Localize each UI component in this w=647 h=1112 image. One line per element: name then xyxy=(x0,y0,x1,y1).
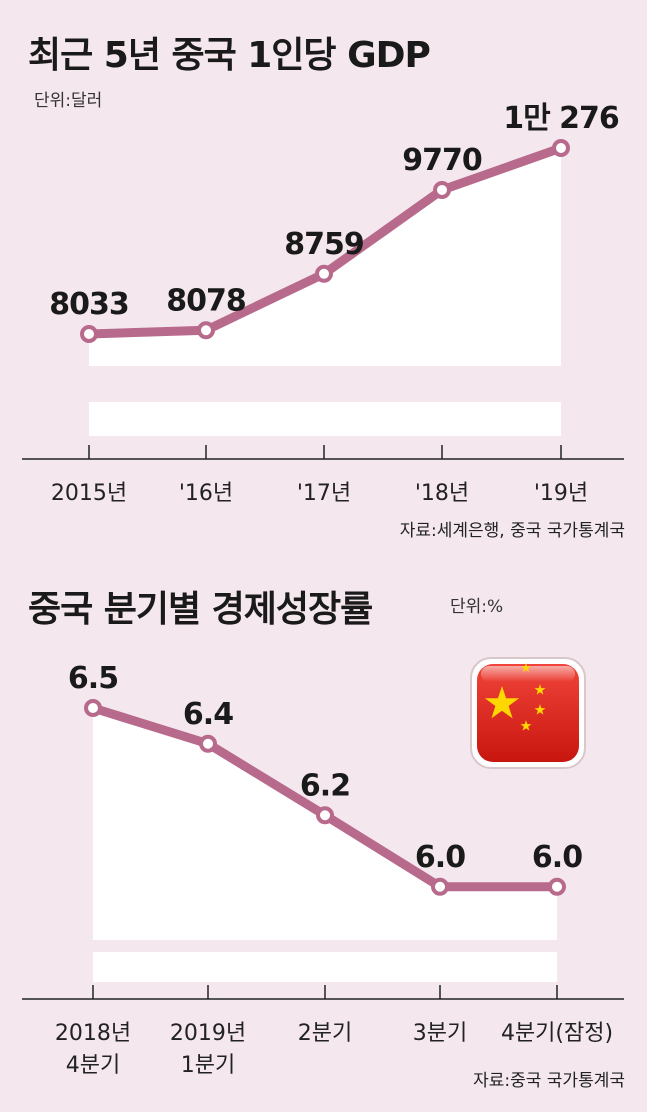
chart1-value-labels: 8033 8078 8759 9770 1만 276 xyxy=(49,101,620,322)
value-label: 6.0 xyxy=(415,840,465,875)
chart2-ticks xyxy=(92,985,558,999)
value-label: 6.2 xyxy=(300,768,350,803)
chart1-plot xyxy=(89,148,561,436)
data-point xyxy=(433,180,451,199)
x-tick-label: '19년 xyxy=(534,481,588,506)
data-point xyxy=(199,734,217,753)
value-label: 8759 xyxy=(284,227,364,262)
value-label: 9770 xyxy=(402,143,482,178)
x-tick-label: 2018년 4분기 xyxy=(55,1021,131,1078)
x-tick-label: '17년 xyxy=(297,481,351,506)
chart1-ticks xyxy=(88,445,562,459)
chart2-series xyxy=(84,699,566,896)
x-tick-label: 3분기 xyxy=(413,1021,467,1046)
chart2-unit: 단위:% xyxy=(450,597,504,617)
data-point xyxy=(197,321,215,340)
value-label: 1만 276 xyxy=(503,101,619,136)
chart1-series xyxy=(80,139,570,343)
area-fill xyxy=(89,148,561,366)
x-tick-label: 4분기(잠정) xyxy=(501,1021,613,1046)
chart2-growth-line-chart: 6.5 6.4 6.2 6.0 6.0 2018년 4분기 2019년 1분기 2분기 3분기 4분… xyxy=(22,657,624,1078)
chart2-x-tick-labels: 2018년 4분기 2019년 1분기 2분기 3분기 4분기(잠정) xyxy=(55,1021,613,1078)
value-label: 8078 xyxy=(166,283,246,318)
value-label: 6.0 xyxy=(532,840,582,875)
x-tick-label: '18년 xyxy=(415,481,469,506)
china-flag-icon xyxy=(470,657,586,769)
chart1-x-tick-labels: 2015년 '16년 '17년 '18년 '19년 xyxy=(51,481,588,506)
x-tick-label: '16년 xyxy=(179,481,233,506)
value-label: 6.5 xyxy=(68,661,118,696)
data-point xyxy=(552,139,570,157)
chart1-source: 자료:세계은행, 중국 국가통계국 xyxy=(399,521,625,541)
value-label: 8033 xyxy=(49,287,129,322)
chart1-unit: 단위:달러 xyxy=(34,91,103,111)
data-point xyxy=(548,877,566,896)
x-tick-label: 2분기 xyxy=(298,1021,352,1046)
chart2-value-labels: 6.5 6.4 6.2 6.0 6.0 xyxy=(68,661,583,875)
data-point xyxy=(84,699,102,717)
x-tick-label: 2019년 1분기 xyxy=(170,1021,246,1078)
area-band xyxy=(89,402,561,436)
x-tick-label: 2015년 xyxy=(51,481,127,506)
data-point xyxy=(80,325,98,343)
chart2-title: 중국 분기별 경제성장률 xyxy=(28,589,373,630)
chart1-gdp-line-chart: 8033 8078 8759 9770 1만 276 2015년 '16년 '17년 '18년… xyxy=(22,101,624,506)
data-point xyxy=(316,806,334,825)
value-label: 6.4 xyxy=(183,697,233,732)
area-band xyxy=(93,952,557,982)
chart2-source: 자료:중국 국가통계국 xyxy=(473,1071,625,1091)
data-point xyxy=(431,877,449,896)
chart1-title: 최근 5년 중국 1인당 GDP xyxy=(28,35,431,76)
data-point xyxy=(315,264,333,283)
